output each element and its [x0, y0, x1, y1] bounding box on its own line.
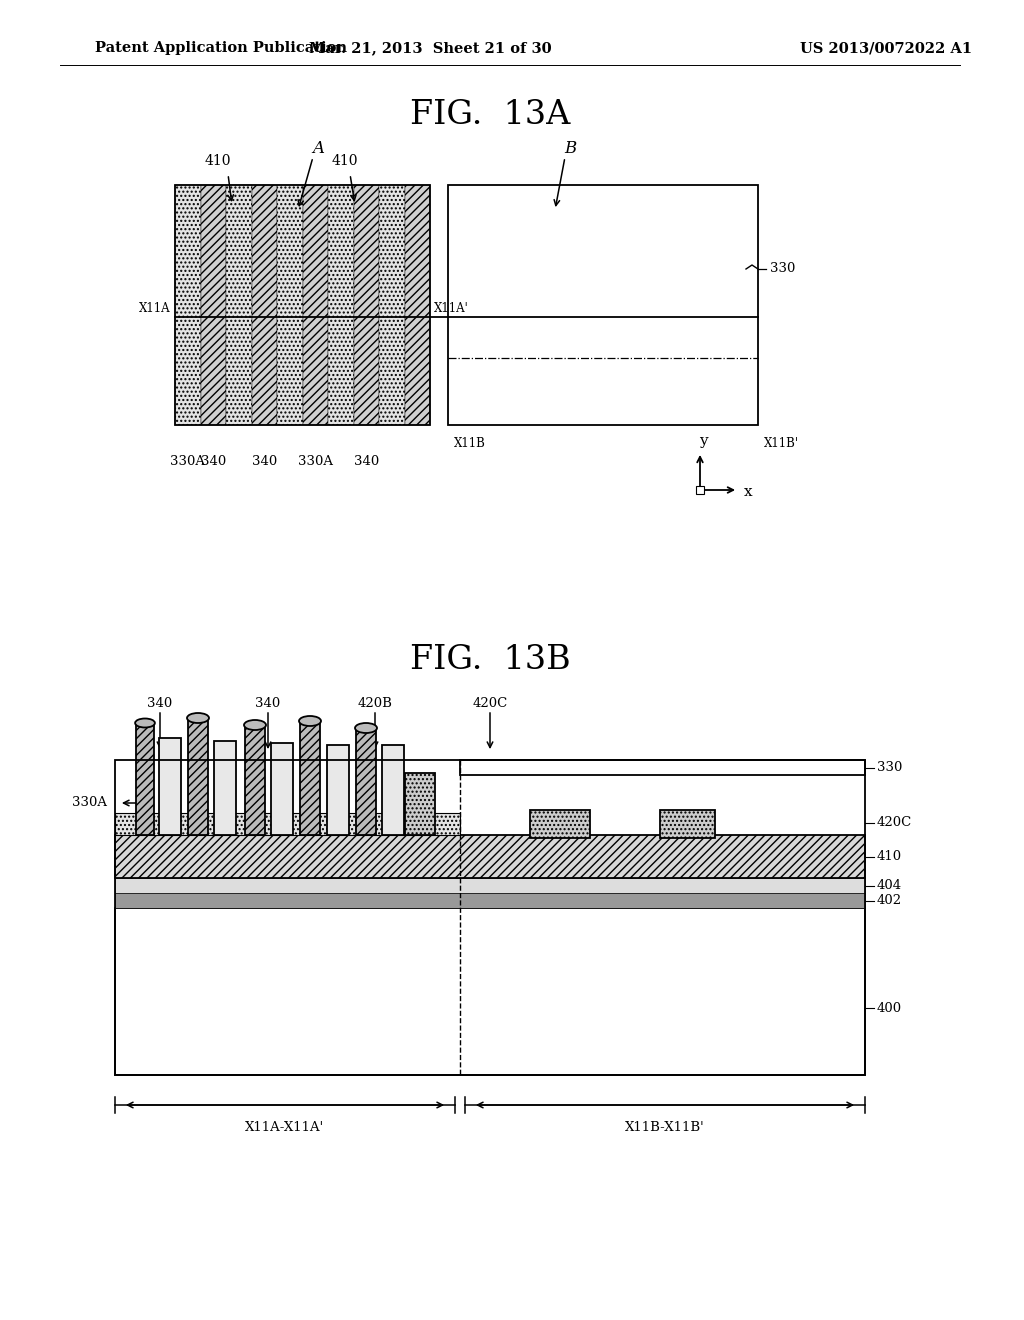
Text: X11A-X11A': X11A-X11A' — [246, 1121, 325, 1134]
Bar — [115, 760, 865, 1074]
Ellipse shape — [355, 723, 377, 733]
Bar — [252, 185, 278, 425]
Text: 340: 340 — [353, 455, 379, 469]
Text: X11A': X11A' — [434, 302, 469, 315]
Bar — [278, 185, 302, 425]
Bar — [382, 744, 404, 836]
Bar — [175, 185, 430, 425]
Text: Patent Application Publication: Patent Application Publication — [95, 41, 347, 55]
Text: FIG.  13A: FIG. 13A — [410, 99, 570, 131]
Bar — [115, 908, 865, 1074]
Text: 330A: 330A — [170, 455, 205, 469]
Bar — [245, 725, 265, 836]
Ellipse shape — [135, 718, 155, 727]
Bar — [115, 894, 865, 908]
Text: X11A: X11A — [139, 302, 171, 315]
Bar — [201, 185, 226, 425]
Bar — [175, 185, 430, 425]
Text: X11B': X11B' — [764, 437, 799, 450]
Text: A: A — [312, 140, 324, 157]
Bar — [115, 878, 865, 894]
Text: 410: 410 — [332, 154, 358, 168]
Bar — [175, 185, 201, 425]
Ellipse shape — [299, 715, 321, 726]
Bar — [226, 185, 252, 425]
Text: 330: 330 — [770, 263, 796, 276]
Text: B: B — [564, 140, 577, 157]
Text: 410: 410 — [205, 154, 231, 168]
Bar — [379, 185, 404, 425]
Bar — [328, 185, 353, 425]
Text: 340: 340 — [147, 697, 173, 710]
Bar — [302, 185, 328, 425]
Bar — [660, 810, 715, 838]
Text: 340: 340 — [252, 455, 276, 469]
Text: 340: 340 — [255, 697, 281, 710]
Bar — [159, 738, 181, 836]
Bar — [460, 760, 865, 775]
Text: 420C: 420C — [877, 816, 912, 829]
Ellipse shape — [187, 713, 209, 723]
Bar — [271, 743, 293, 836]
Text: x: x — [744, 484, 753, 499]
Bar — [115, 813, 460, 836]
Bar — [214, 741, 236, 836]
Text: 404: 404 — [877, 879, 902, 892]
Text: 420C: 420C — [472, 697, 508, 710]
Text: 410: 410 — [877, 850, 902, 863]
Bar — [530, 810, 590, 838]
Bar — [449, 185, 758, 425]
Text: 330A: 330A — [298, 455, 333, 469]
Text: y: y — [698, 434, 708, 447]
Text: US 2013/0072022 A1: US 2013/0072022 A1 — [800, 41, 972, 55]
Text: 420B: 420B — [357, 697, 392, 710]
Text: FIG.  13B: FIG. 13B — [410, 644, 570, 676]
Text: X11B: X11B — [454, 437, 485, 450]
Bar — [353, 185, 379, 425]
Text: 330A: 330A — [72, 796, 106, 809]
Text: 330: 330 — [877, 762, 902, 774]
Ellipse shape — [244, 719, 266, 730]
Text: Mar. 21, 2013  Sheet 21 of 30: Mar. 21, 2013 Sheet 21 of 30 — [308, 41, 551, 55]
Bar — [696, 486, 705, 494]
Bar — [404, 185, 430, 425]
Bar — [356, 729, 376, 836]
Bar — [300, 721, 319, 836]
Bar — [136, 723, 154, 836]
Bar — [406, 774, 435, 836]
Bar — [115, 836, 865, 878]
Bar — [188, 718, 208, 836]
Text: X11B-X11B': X11B-X11B' — [625, 1121, 705, 1134]
Text: 400: 400 — [877, 1002, 902, 1015]
Bar — [327, 744, 349, 836]
Text: 340: 340 — [201, 455, 226, 469]
Text: 402: 402 — [877, 894, 902, 907]
